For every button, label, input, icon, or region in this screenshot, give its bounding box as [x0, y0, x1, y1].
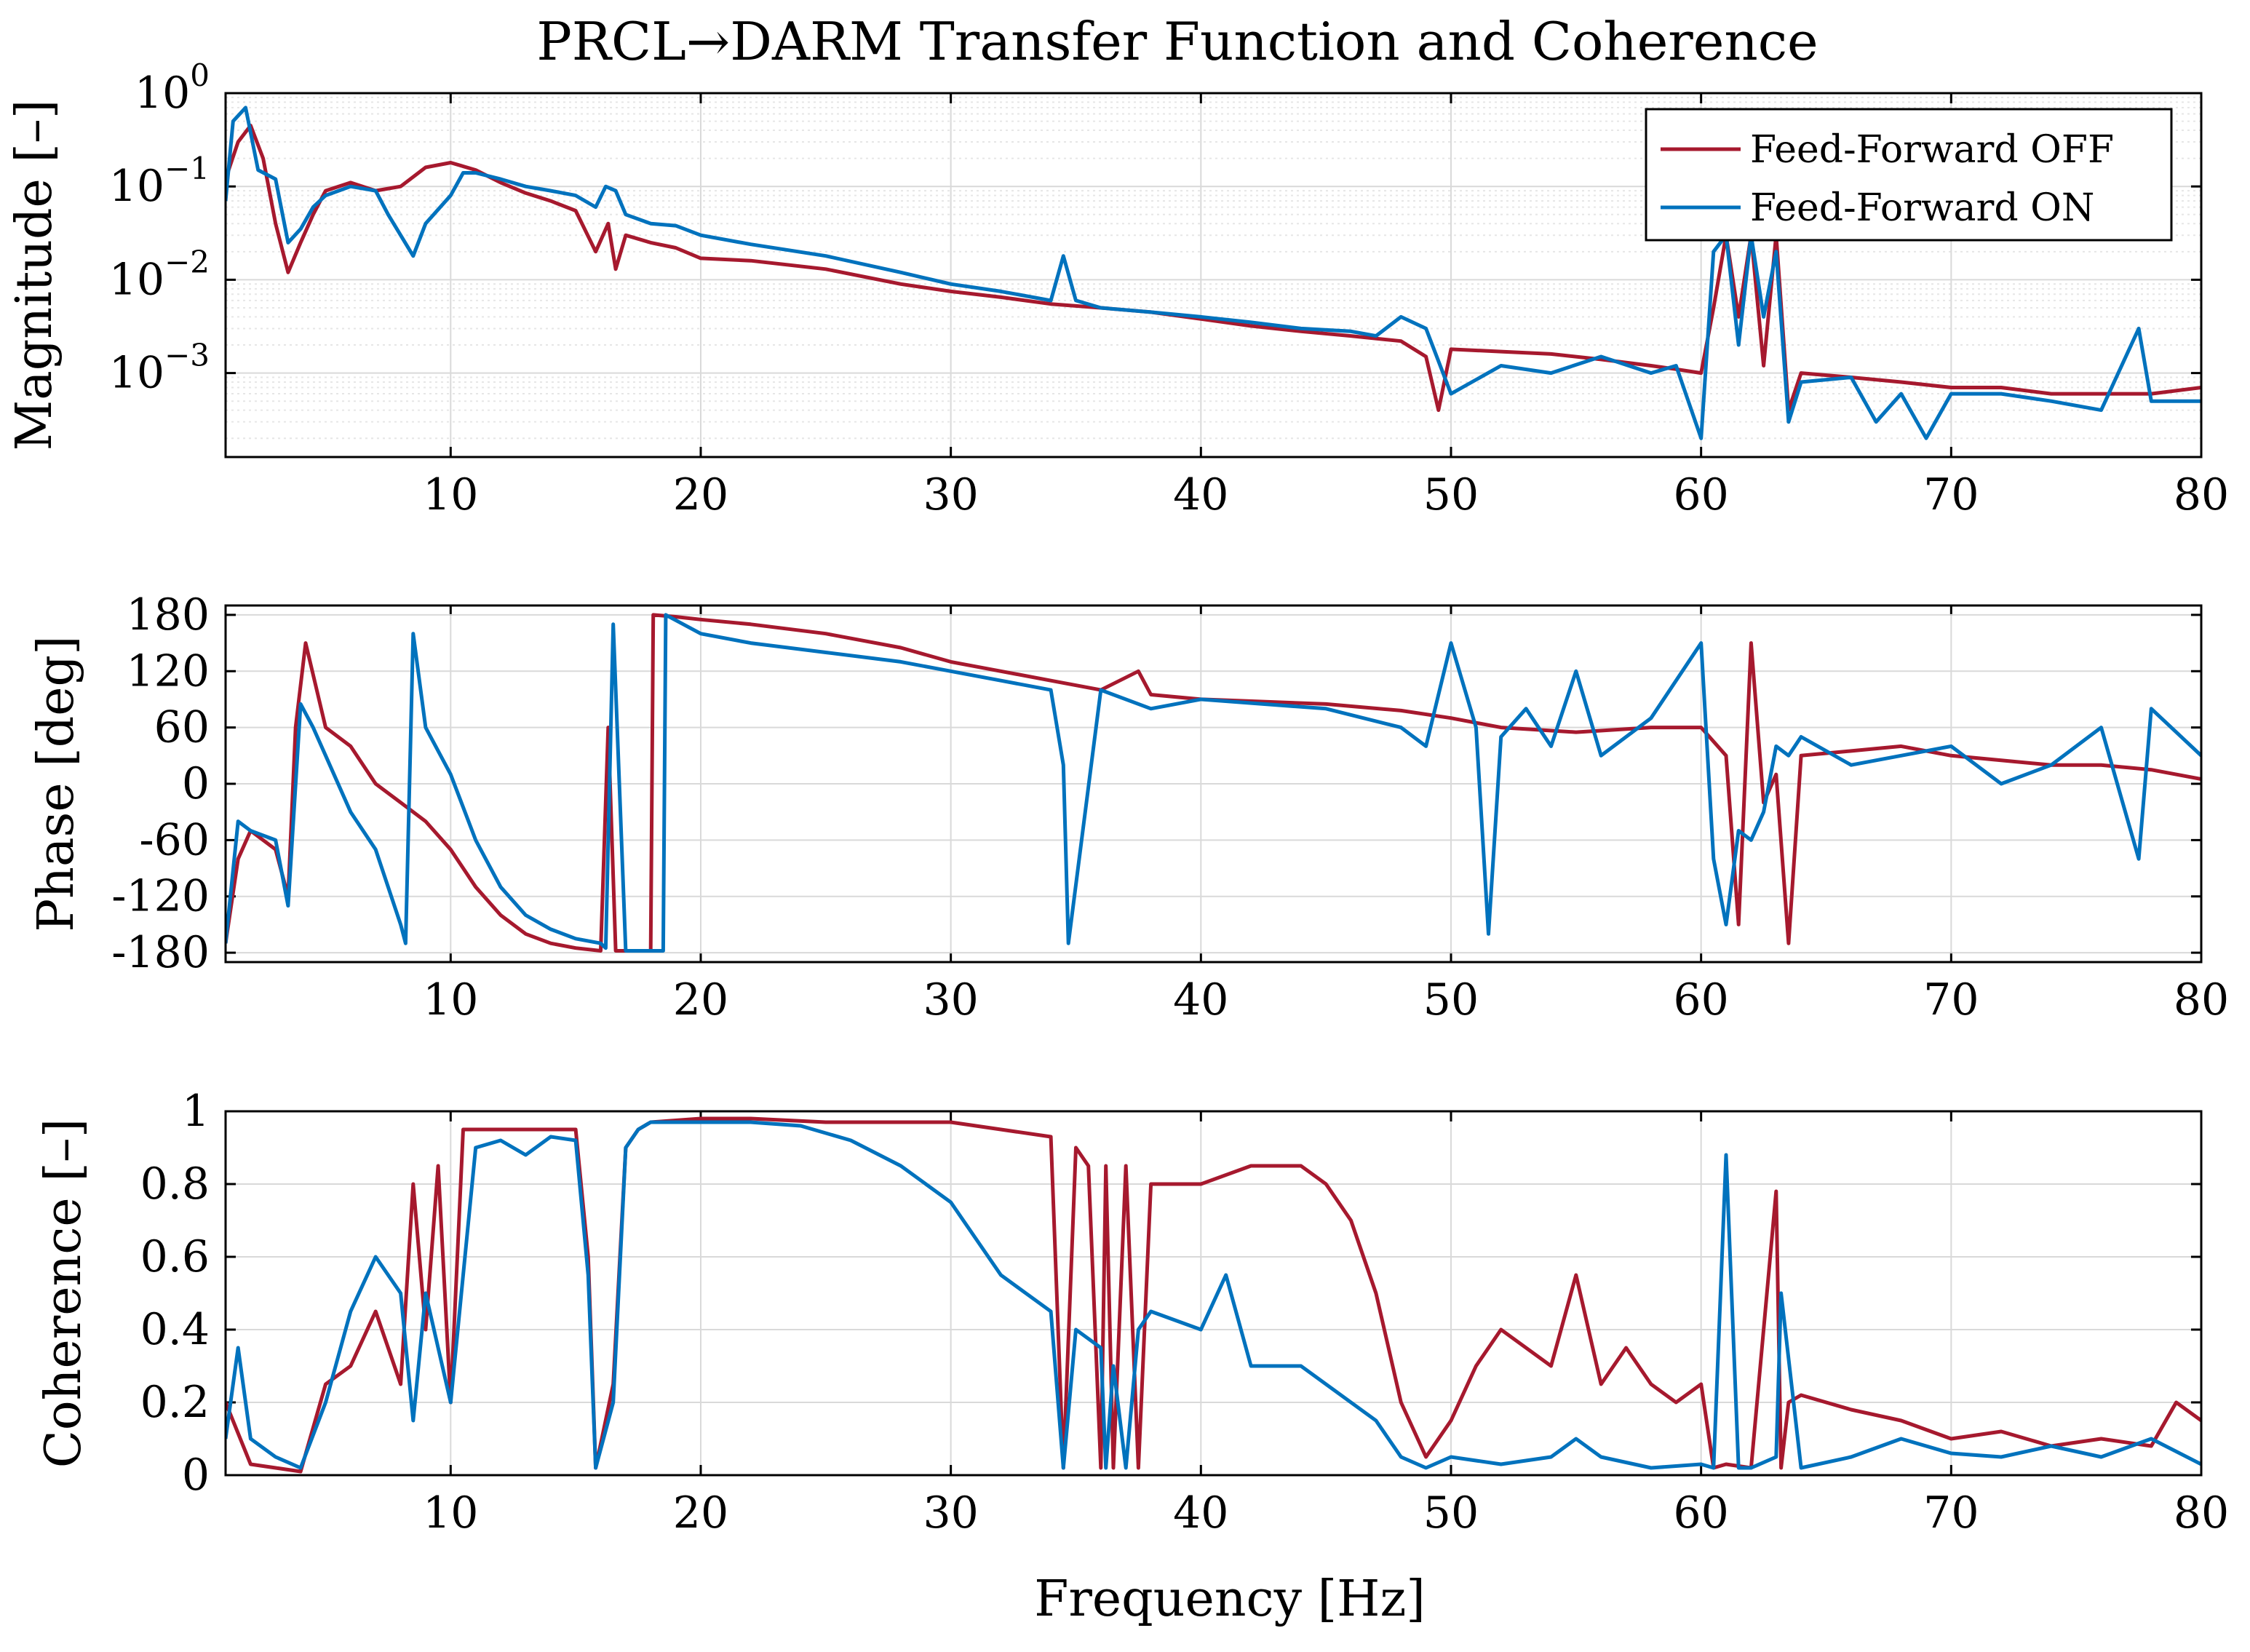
- figure-title: PRCL→DARM Transfer Function and Coherenc…: [536, 11, 1818, 72]
- axes-frame: [224, 92, 2203, 458]
- x-tick-label: 50: [1423, 974, 1479, 1025]
- legend-label-ff-on: Feed-Forward ON: [1750, 186, 2094, 230]
- series-line-phase-feed-forward-off: [226, 613, 2201, 953]
- x-tick-label: 70: [1923, 469, 1979, 520]
- y-tick-label: -120: [111, 871, 210, 922]
- y-tick-label: 0: [182, 758, 210, 809]
- series-line-magnitude-feed-forward-off: [226, 124, 2201, 413]
- x-tick-label: 20: [673, 469, 728, 520]
- y-tick-label: -180: [111, 927, 210, 978]
- y-tick-label: 0.8: [140, 1159, 210, 1210]
- x-tick-label: 40: [1173, 1488, 1228, 1538]
- y-tick-label: 0.2: [140, 1377, 210, 1428]
- x-tick-label: 80: [2174, 1488, 2229, 1538]
- x-tick-label: 80: [2174, 974, 2229, 1025]
- x-axis-label: Frequency [Hz]: [1034, 1570, 1426, 1628]
- series-line-coherence-feed-forward-off: [226, 1116, 2201, 1474]
- y-tick-exponent: −1: [164, 151, 210, 186]
- x-tick-label: 50: [1423, 1488, 1479, 1538]
- x-tick-label: 10: [423, 1488, 478, 1538]
- series-line-phase-feed-forward-on: [226, 613, 2201, 953]
- y-tick-label: 0.6: [140, 1231, 210, 1282]
- x-tick-label: 30: [923, 469, 978, 520]
- y-tick-label: 10−1: [109, 151, 210, 212]
- x-tick-label: 10: [423, 974, 478, 1025]
- y-tick-label: -60: [139, 814, 210, 865]
- x-tick-label: 50: [1423, 469, 1479, 520]
- x-tick-label: 60: [1673, 974, 1728, 1025]
- axes-frame: [224, 604, 2203, 964]
- y-tick-exponent: 0: [190, 57, 210, 93]
- x-tick-label: 20: [673, 1488, 728, 1538]
- y-tick-label: 60: [154, 702, 210, 753]
- x-tick-label: 70: [1923, 974, 1979, 1025]
- magnitude-panel: 10 20 30 40 50 60 70 8010010−110−210−3Magnitude…: [6, 57, 2229, 520]
- x-tick-label: 20: [673, 974, 728, 1025]
- y-tick-label: 0: [182, 1450, 210, 1501]
- y-axis-label-magnitude: Magnitude [–]: [6, 100, 63, 451]
- y-axis-label-coherence: Coherence [–]: [35, 1119, 92, 1469]
- x-tick-label: 30: [923, 974, 978, 1025]
- x-tick-label: 60: [1673, 1488, 1728, 1538]
- series-line-magnitude-feed-forward-on: [226, 106, 2201, 440]
- axes-frame: [224, 1110, 2203, 1477]
- y-tick-label: 0.4: [140, 1304, 210, 1355]
- x-tick-label: 40: [1173, 974, 1228, 1025]
- phase-panel: 10 20 30 40 50 60 70 80180120600-60-120-180Phas…: [28, 589, 2229, 1025]
- x-tick-label: 80: [2174, 469, 2229, 520]
- x-tick-label: 60: [1673, 469, 1728, 520]
- y-tick-label: 180: [126, 589, 210, 640]
- x-tick-label: 70: [1923, 1488, 1979, 1538]
- x-tick-label: 30: [923, 1488, 978, 1538]
- y-tick-label: 1: [182, 1086, 210, 1137]
- y-tick-label: 120: [126, 646, 210, 696]
- legend-label-ff-off: Feed-Forward OFF: [1750, 128, 2114, 172]
- coherence-panel: 10 20 30 40 50 60 70 80 0 0.2 0.4 0.6 0.8 1 Coherence …: [35, 1086, 2229, 1538]
- x-tick-label: 40: [1173, 469, 1228, 520]
- y-tick-exponent: −2: [164, 244, 210, 279]
- y-axis-label-phase: Phase [deg]: [28, 635, 85, 932]
- legend-box: [1645, 108, 2173, 242]
- x-tick-label: 10: [423, 469, 478, 520]
- legend: Feed-Forward OFF Feed-Forward ON: [1645, 108, 2173, 242]
- series-line-coherence-feed-forward-on: [226, 1120, 2201, 1470]
- y-tick-exponent: −3: [164, 338, 210, 373]
